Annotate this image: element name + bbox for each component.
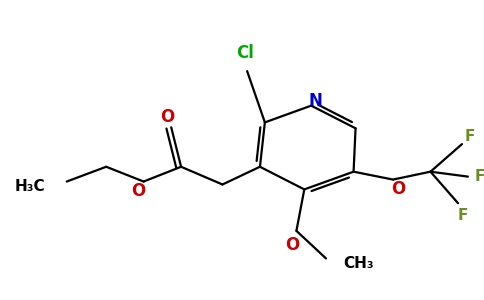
Text: Cl: Cl xyxy=(236,44,254,62)
Text: O: O xyxy=(160,109,174,127)
Text: F: F xyxy=(458,208,468,223)
Text: O: O xyxy=(391,180,405,198)
Text: O: O xyxy=(132,182,146,200)
Text: F: F xyxy=(475,169,484,184)
Text: H₃C: H₃C xyxy=(15,179,45,194)
Text: O: O xyxy=(286,236,300,253)
Text: CH₃: CH₃ xyxy=(344,256,374,271)
Text: F: F xyxy=(465,129,475,144)
Text: N: N xyxy=(308,92,322,110)
